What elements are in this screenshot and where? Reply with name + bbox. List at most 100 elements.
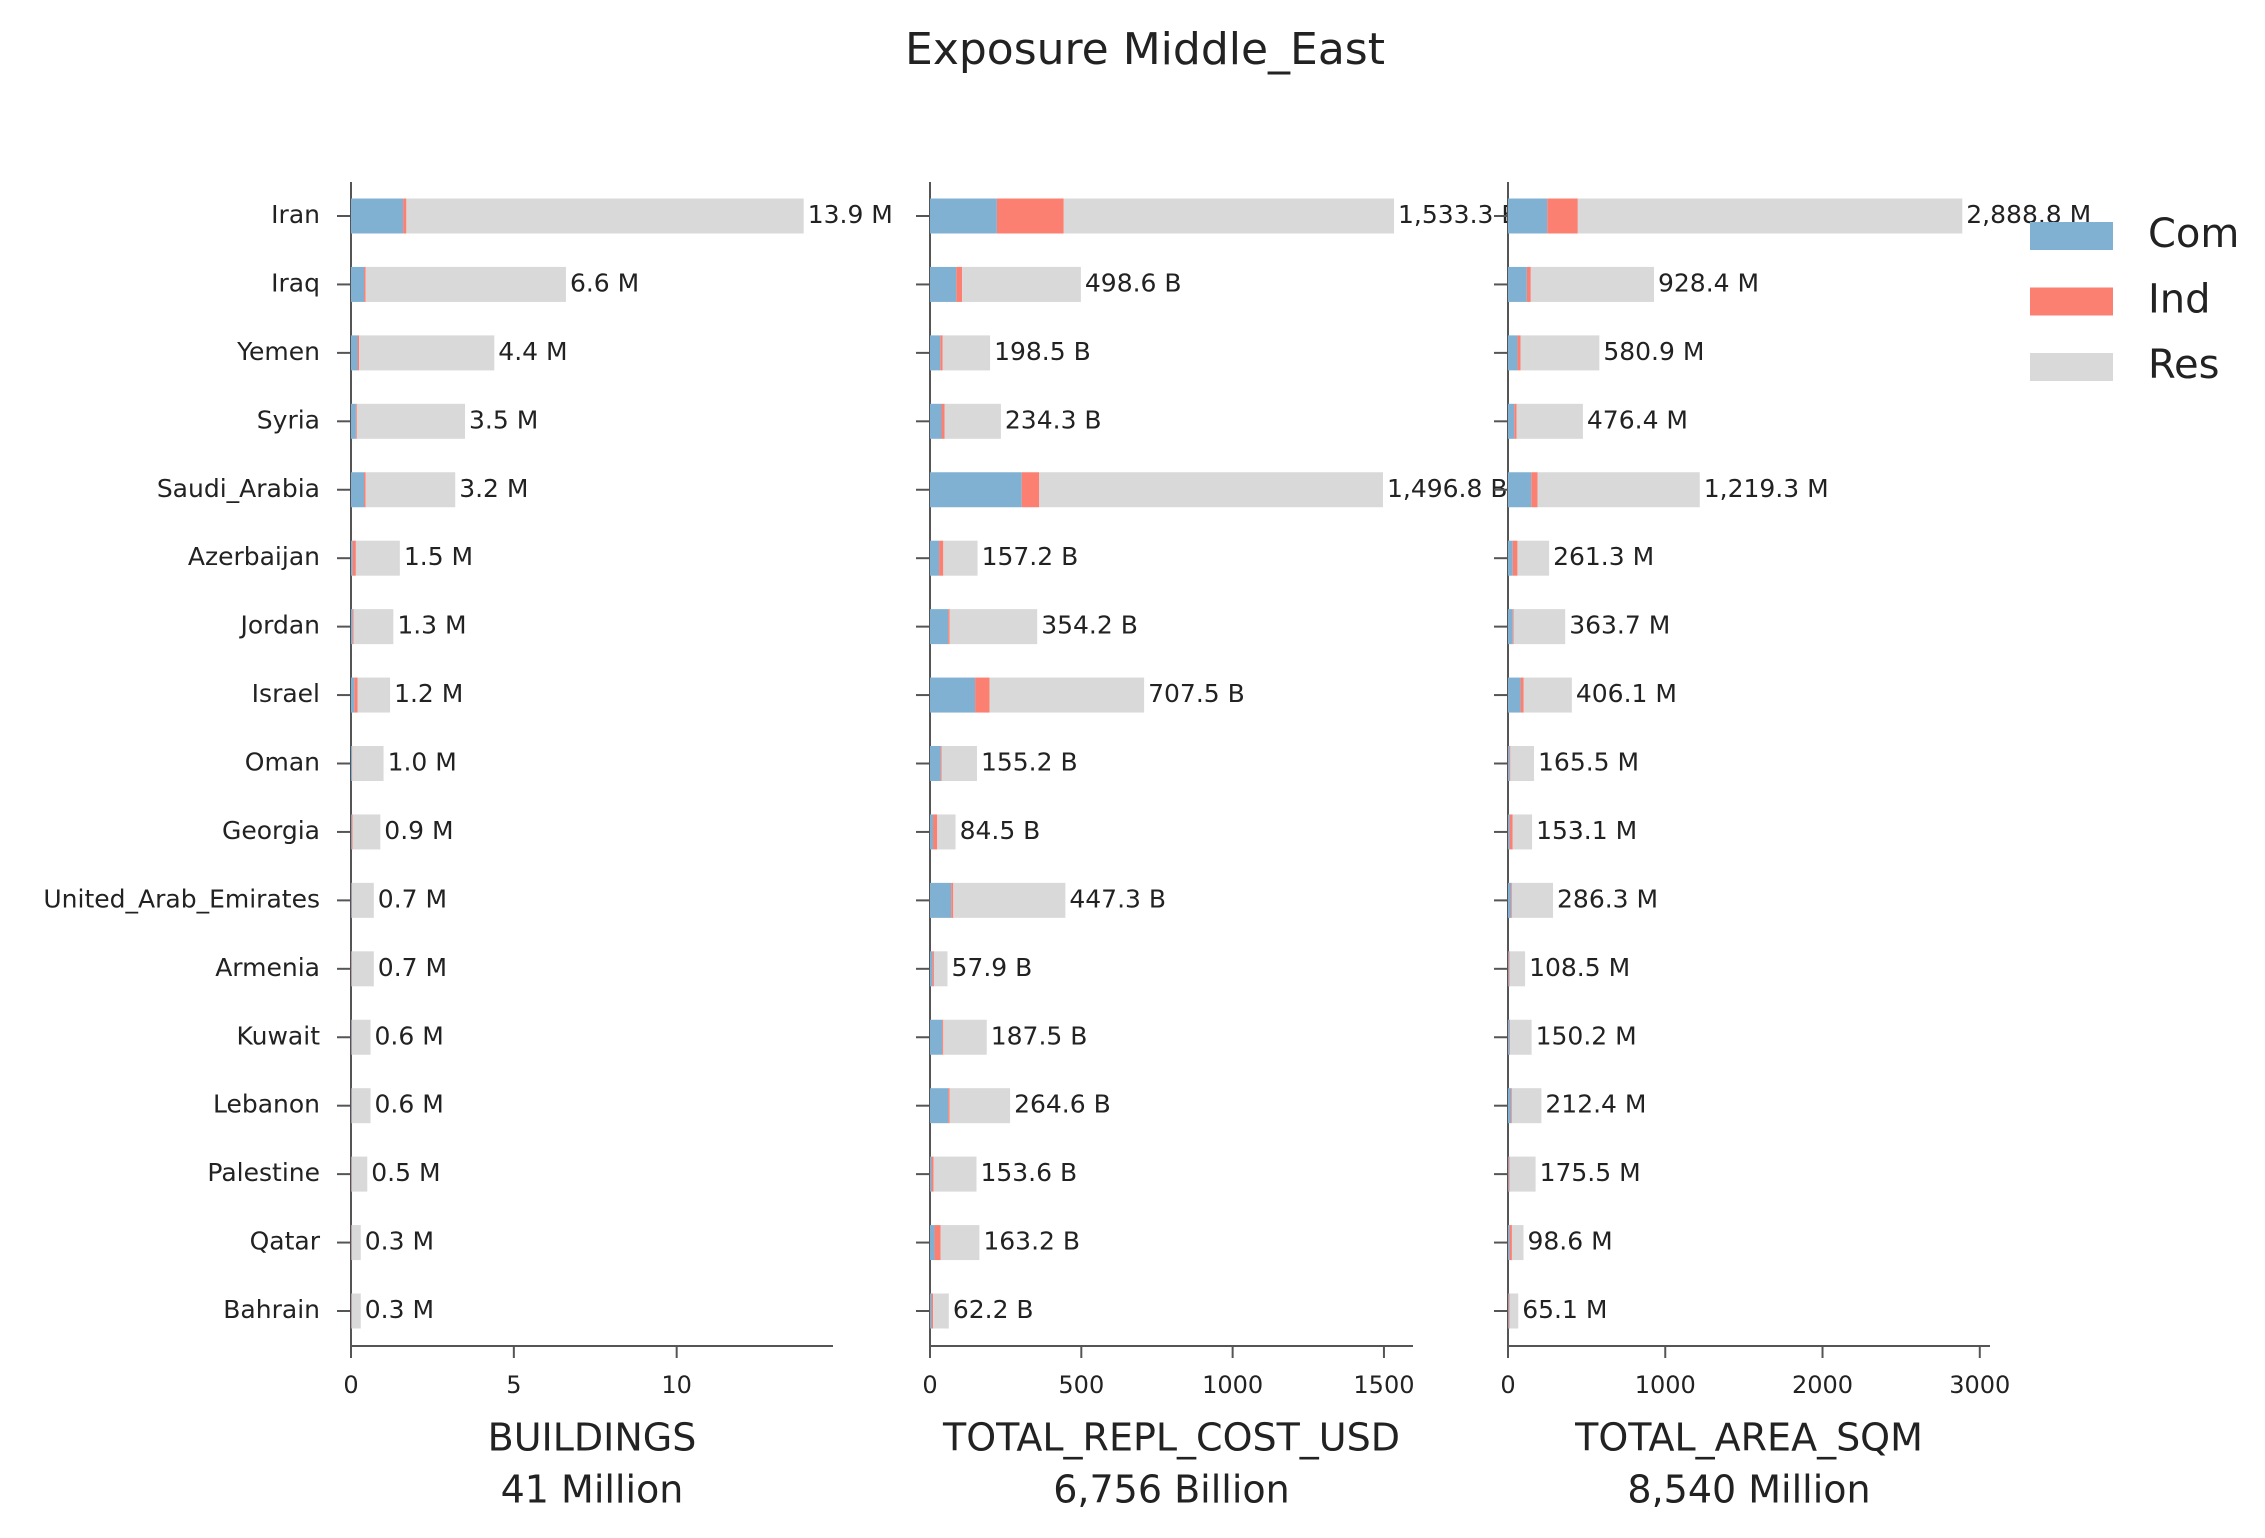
bar-segment	[940, 335, 942, 370]
bar-segment	[930, 1088, 948, 1123]
bar-segment	[932, 1294, 934, 1329]
value-label: 62.2 B	[953, 1295, 1034, 1324]
bar-segment	[1510, 1157, 1536, 1192]
legend-label: Res	[2148, 342, 2219, 388]
bar-segment	[1508, 335, 1517, 370]
bar-segment	[1524, 678, 1572, 713]
bar-segment	[975, 678, 990, 713]
y-tick-label: Iraq	[271, 268, 320, 297]
bar-segment	[352, 1294, 361, 1329]
bar-segment	[351, 541, 353, 576]
y-tick-label: Saudi_Arabia	[157, 474, 320, 503]
value-label: 1.3 M	[397, 611, 466, 640]
bar-segment	[351, 267, 364, 302]
bar-segment	[351, 472, 364, 507]
x-axis-subtitle: 8,540 Million	[1627, 1468, 1870, 1512]
x-tick-label: 2000	[1792, 1371, 1853, 1399]
bar-segment	[354, 609, 394, 644]
bar-segment	[930, 883, 951, 918]
bar-segment	[351, 335, 358, 370]
bar-segment	[366, 472, 456, 507]
bar-segment	[1512, 883, 1553, 918]
y-tick-label: Iran	[271, 200, 320, 229]
y-tick-label: Yemen	[236, 337, 320, 366]
bar-segment	[352, 1020, 371, 1055]
bar-segment	[1510, 951, 1525, 986]
bar-segment	[1538, 472, 1700, 507]
bar-segment	[1531, 267, 1654, 302]
bar-segment	[1022, 472, 1040, 507]
bar-segment	[358, 678, 391, 713]
bar-segment	[352, 883, 374, 918]
value-label: 0.9 M	[384, 816, 453, 845]
value-label: 175.5 M	[1540, 1158, 1641, 1187]
bar-segment	[1510, 1294, 1519, 1329]
bar-segment	[930, 1157, 932, 1192]
value-label: 1,533.3 B	[1398, 200, 1519, 229]
value-label: 0.6 M	[375, 1021, 444, 1050]
bar-segment	[930, 267, 956, 302]
bar-segment	[1508, 267, 1527, 302]
value-label: 3.5 M	[469, 405, 538, 434]
bar-segment	[941, 1225, 980, 1260]
x-axis-subtitle: 6,756 Billion	[1053, 1468, 1290, 1512]
value-label: 187.5 B	[991, 1021, 1088, 1050]
y-tick-label: Lebanon	[213, 1090, 320, 1119]
value-label: 264.6 B	[1014, 1090, 1111, 1119]
bar-segment	[1508, 541, 1513, 576]
bar-segment	[956, 267, 962, 302]
value-label: 155.2 B	[981, 748, 1078, 777]
bar-segment	[1508, 951, 1509, 986]
bar-segment	[930, 609, 948, 644]
bar-segment	[352, 1088, 371, 1123]
x-tick-label: 1000	[1202, 1371, 1263, 1399]
bar-segment	[364, 267, 366, 302]
bar-segment	[939, 541, 943, 576]
bar-segment	[353, 814, 381, 849]
bar-segment	[1510, 746, 1511, 781]
y-tick-label: Armenia	[215, 953, 320, 982]
value-label: 98.6 M	[1528, 1227, 1613, 1256]
bar-segment	[930, 951, 932, 986]
bar-segment	[932, 951, 934, 986]
bar-segment	[1578, 199, 1962, 234]
bar-segment	[1512, 1225, 1524, 1260]
y-tick-label: Palestine	[207, 1158, 320, 1187]
bar-segment	[1508, 609, 1513, 644]
value-label: 234.3 B	[1005, 405, 1102, 434]
bar-segment	[943, 541, 977, 576]
y-tick-label: Azerbaijan	[188, 542, 320, 571]
value-label: 707.5 B	[1148, 679, 1245, 708]
x-tick-label: 5	[506, 1371, 521, 1399]
value-label: 0.7 M	[378, 953, 447, 982]
bar-segment	[1521, 678, 1524, 713]
value-label: 3.2 M	[459, 474, 528, 503]
bar-segment	[1508, 1088, 1511, 1123]
value-label: 580.9 M	[1603, 337, 1704, 366]
bar-segment	[1508, 404, 1514, 439]
value-label: 447.3 B	[1069, 884, 1166, 913]
bar-segment	[1511, 883, 1512, 918]
bar-segment	[941, 746, 942, 781]
bar-segment	[351, 609, 353, 644]
bar-segment	[1547, 199, 1578, 234]
value-label: 57.9 B	[952, 953, 1033, 982]
x-tick-label: 500	[1058, 1371, 1104, 1399]
x-tick-label: 0	[1500, 1371, 1515, 1399]
legend-swatch	[2030, 288, 2113, 316]
bar-segment	[1510, 1020, 1532, 1055]
bar-segment	[997, 199, 1064, 234]
x-tick-label: 10	[661, 1371, 692, 1399]
bar-segment	[942, 404, 945, 439]
value-label: 1.5 M	[404, 542, 473, 571]
bar-segment	[351, 883, 352, 918]
bar-segment	[356, 404, 357, 439]
bar-segment	[1508, 1225, 1510, 1260]
bar-segment	[1508, 678, 1521, 713]
bar-segment	[1509, 1157, 1510, 1192]
value-label: 13.9 M	[808, 200, 893, 229]
x-axis-label: TOTAL_AREA_SQM	[1574, 1416, 1923, 1460]
value-label: 1,219.3 M	[1704, 474, 1829, 503]
bar-segment	[1517, 335, 1520, 370]
bar-segment	[930, 404, 942, 439]
